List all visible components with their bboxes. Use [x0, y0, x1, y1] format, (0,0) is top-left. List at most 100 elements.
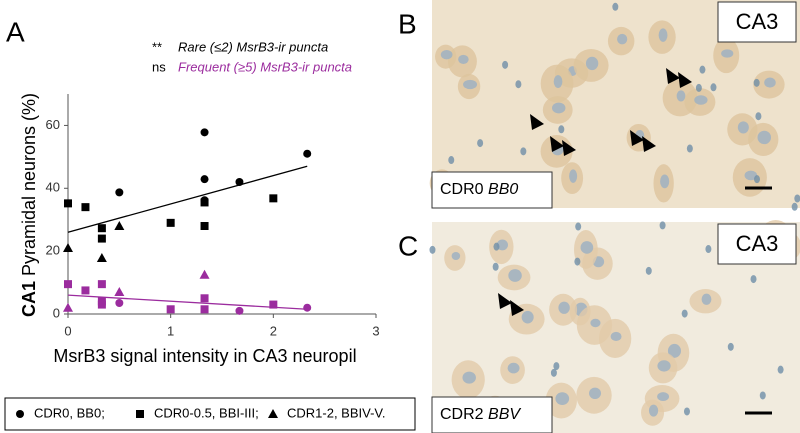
legend-marker — [16, 410, 24, 418]
nucleus — [555, 392, 570, 405]
data-point — [97, 280, 106, 289]
data-point — [115, 299, 124, 307]
nucleus — [440, 49, 453, 60]
data-point — [303, 303, 312, 312]
x-tick-label: 2 — [270, 323, 277, 338]
caption-text: CDR0 — [440, 181, 484, 198]
y-axis-label-bold: CA1 — [19, 281, 39, 317]
nucleus — [721, 49, 734, 58]
caption-box — [431, 396, 553, 433]
caption: CDR2 BBV — [440, 406, 521, 423]
x-axis-label: MsrB3 signal intensity in CA3 neuropil — [53, 346, 356, 366]
trend-line — [67, 294, 308, 310]
nucleus — [657, 360, 671, 372]
nucleus — [590, 318, 601, 328]
tag: CA3 — [736, 231, 779, 256]
glial-nucleus — [553, 362, 560, 371]
glial-nucleus — [759, 391, 766, 400]
data-point — [97, 234, 106, 243]
data-point — [269, 194, 278, 203]
data-point — [200, 222, 209, 230]
glial-nucleus — [699, 65, 706, 74]
data-point — [63, 302, 73, 312]
nucleus — [552, 102, 566, 114]
tag: CA3 — [736, 9, 779, 34]
arrowhead — [498, 293, 512, 309]
y-tick-label: 40 — [46, 180, 60, 195]
glial-nucleus — [550, 368, 557, 377]
data-point — [200, 175, 209, 184]
glial-nucleus — [791, 202, 798, 211]
glial-nucleus — [710, 83, 717, 92]
nucleus — [558, 301, 570, 314]
arrowhead — [642, 136, 656, 152]
data-point — [303, 149, 312, 158]
caption-box — [431, 171, 553, 209]
nucleus — [610, 331, 622, 342]
panel-label: A — [6, 16, 25, 47]
data-point — [96, 253, 107, 263]
tag-box — [717, 1, 797, 43]
arrowhead — [562, 140, 576, 156]
nucleus — [496, 239, 509, 251]
nucleus — [569, 169, 578, 183]
glial-nucleus — [515, 80, 522, 89]
y-axis-label: CA1 Pyramidal neurons (%) — [19, 93, 39, 317]
legend-significance: ** — [152, 39, 162, 54]
glial-nucleus — [612, 2, 619, 11]
x-tick-label: 3 — [372, 323, 379, 338]
data-point — [115, 188, 124, 197]
nucleus — [507, 362, 520, 374]
glial-nucleus — [753, 175, 760, 184]
glial-nucleus — [777, 365, 784, 374]
data-point — [114, 221, 125, 230]
data-point — [235, 306, 244, 315]
y-tick-label: 20 — [46, 243, 60, 258]
data-point — [81, 286, 90, 295]
data-point — [200, 305, 209, 314]
caption-italic: BB0 — [488, 181, 518, 198]
nucleus — [585, 56, 599, 71]
glial-nucleus — [429, 245, 436, 254]
data-point — [97, 224, 106, 233]
nucleus — [744, 170, 758, 181]
data-point — [269, 300, 278, 309]
panel-label: B — [398, 8, 417, 39]
data-point — [97, 300, 106, 309]
legend-significance: ns — [152, 59, 166, 74]
glial-nucleus — [502, 60, 509, 69]
data-point — [81, 203, 90, 212]
legend-label: Frequent (≥5) MsrB3-ir puncta — [178, 59, 352, 74]
nucleus — [617, 33, 628, 45]
nucleus — [694, 95, 708, 105]
nucleus — [667, 343, 681, 358]
glial-nucleus — [448, 156, 455, 165]
caption-italic: BBV — [488, 406, 521, 423]
glial-nucleus — [794, 194, 800, 203]
data-point — [63, 243, 73, 252]
nucleus — [676, 90, 686, 102]
y-tick-label: 60 — [46, 117, 60, 132]
y-axis-label-text: Pyramidal neurons (%) — [19, 93, 39, 281]
nucleus — [589, 387, 602, 400]
y-tick-label: 0 — [53, 305, 60, 320]
glial-nucleus — [574, 257, 581, 266]
glial-nucleus — [659, 221, 666, 230]
legend-label: CDR0-0.5, BBI-III; — [154, 405, 259, 420]
data-point — [166, 305, 175, 314]
glial-nucleus — [520, 147, 527, 156]
arrowhead — [510, 300, 524, 316]
x-tick-label: 1 — [167, 323, 174, 338]
legend-marker — [268, 409, 278, 418]
glial-nucleus — [727, 342, 734, 351]
tag-box — [717, 223, 797, 265]
arrowhead — [678, 72, 692, 88]
trend-line — [67, 165, 308, 233]
data-point — [199, 269, 210, 279]
arrowhead — [530, 114, 544, 130]
data-point — [200, 198, 209, 207]
caption-text: CDR2 — [440, 406, 484, 423]
glial-nucleus — [683, 407, 690, 416]
glial-nucleus — [750, 275, 757, 284]
